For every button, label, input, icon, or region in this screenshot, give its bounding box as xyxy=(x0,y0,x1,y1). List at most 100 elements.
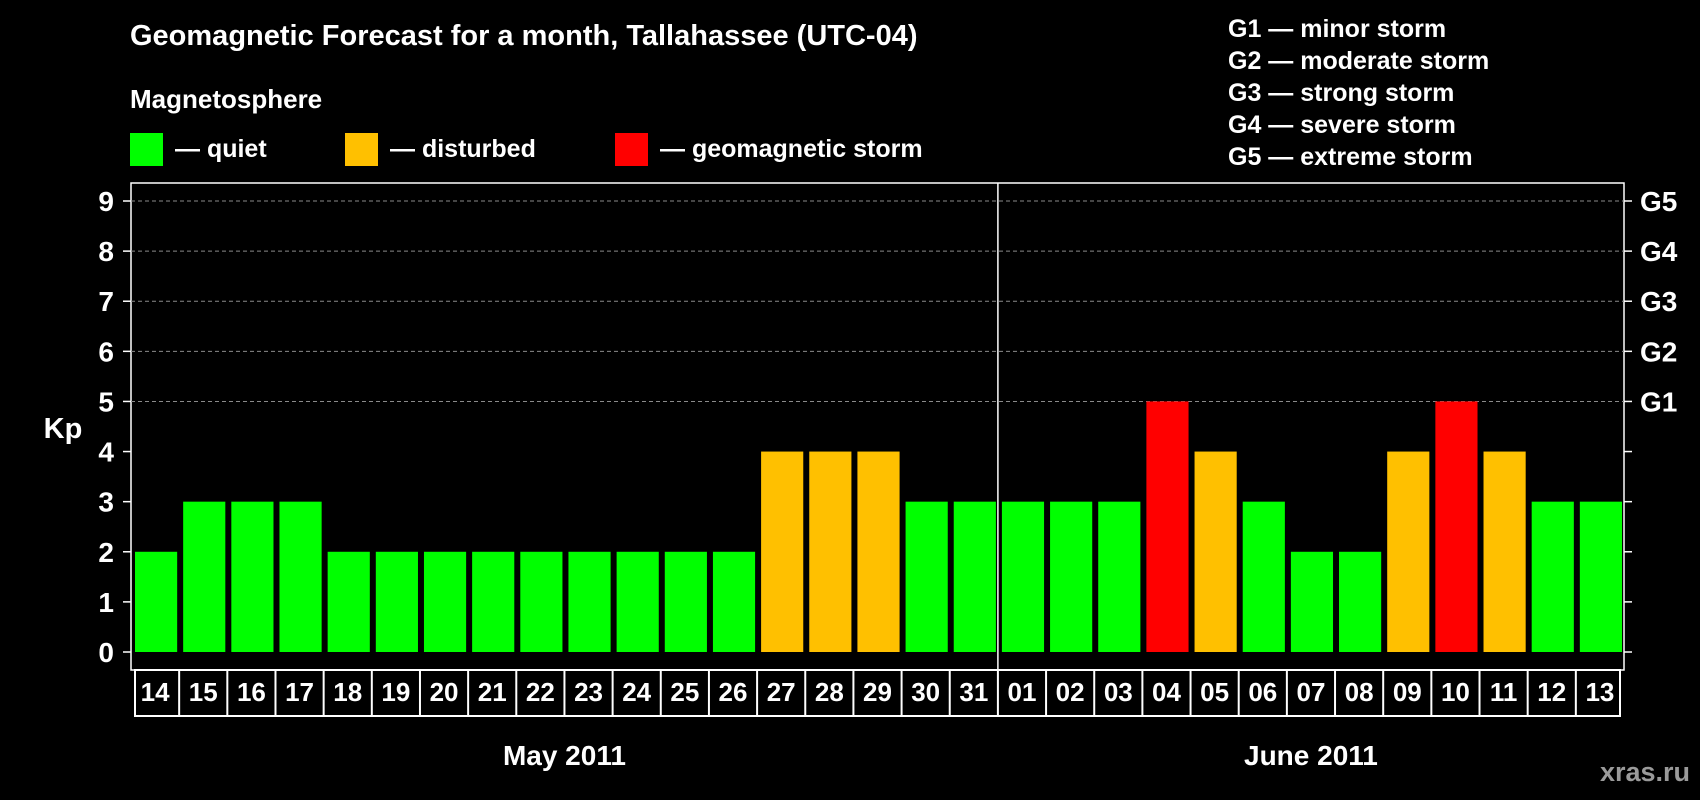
g-tick-label: G5 xyxy=(1640,186,1677,217)
x-tick-label: 04 xyxy=(1152,677,1181,707)
x-tick-label: 21 xyxy=(478,677,507,707)
g-tick-label: G3 xyxy=(1640,286,1677,317)
bar-01 xyxy=(1001,501,1045,652)
bar-30 xyxy=(905,501,948,652)
month-label: May 2011 xyxy=(503,740,626,771)
y-tick-label: 3 xyxy=(98,487,114,518)
x-tick-label: 13 xyxy=(1585,677,1614,707)
bar-04 xyxy=(1146,401,1189,652)
y-tick-label: 7 xyxy=(98,286,114,317)
bar-22 xyxy=(520,551,563,652)
x-tick-label: 11 xyxy=(1490,677,1518,707)
bar-26 xyxy=(712,551,756,652)
x-tick-label: 31 xyxy=(959,677,988,707)
x-tick-label: 26 xyxy=(719,677,748,707)
bar-23 xyxy=(568,551,611,652)
bar-08 xyxy=(1339,551,1382,652)
x-tick-label: 28 xyxy=(815,677,844,707)
g-scale-legend: G1 — minor storm G2 — moderate storm G3 … xyxy=(1228,13,1489,173)
x-tick-label: 05 xyxy=(1200,677,1229,707)
bar-11 xyxy=(1483,451,1526,652)
x-tick-label: 19 xyxy=(381,677,410,707)
g-legend-g5: G5 — extreme storm xyxy=(1228,143,1473,171)
x-tick-label: 27 xyxy=(767,677,796,707)
g-legend-g2: G2 — moderate storm xyxy=(1228,47,1490,75)
legend-label-storm: — geomagnetic storm xyxy=(660,135,923,163)
g-legend-g1: G1 — minor storm xyxy=(1228,15,1447,43)
y-tick-label: 4 xyxy=(98,437,114,468)
y-axis-label: Kp xyxy=(44,413,83,445)
legend-item-disturbed: — disturbed xyxy=(345,133,536,166)
legend-item-quiet: — quiet xyxy=(130,133,267,166)
bar-07 xyxy=(1290,551,1334,652)
y-tick-label: 2 xyxy=(98,537,114,568)
y-tick-label: 1 xyxy=(98,587,114,618)
legend-item-storm: — geomagnetic storm xyxy=(615,133,923,166)
bar-14 xyxy=(135,551,178,652)
bar-31 xyxy=(953,501,996,652)
x-tick-label: 23 xyxy=(574,677,603,707)
legend-swatch-quiet xyxy=(130,133,163,166)
legend-subtitle: Magnetosphere xyxy=(130,84,323,114)
legend-label-quiet: — quiet xyxy=(175,135,267,163)
g-legend-g4: G4 — severe storm xyxy=(1228,111,1456,139)
bar-09 xyxy=(1387,451,1430,652)
x-tick-label: 17 xyxy=(285,677,314,707)
x-tick-label: 06 xyxy=(1248,677,1277,707)
x-tick-label: 03 xyxy=(1104,677,1133,707)
g-tick-label: G2 xyxy=(1640,336,1677,367)
bar-15 xyxy=(183,501,226,652)
x-tick-label: 20 xyxy=(430,677,459,707)
month-label: June 2011 xyxy=(1244,740,1378,771)
bar-17 xyxy=(279,501,322,652)
g-tick-label: G4 xyxy=(1640,236,1678,267)
x-tick-label: 15 xyxy=(189,677,218,707)
x-tick-label: 09 xyxy=(1393,677,1422,707)
y-tick-label: 9 xyxy=(98,186,114,217)
bar-24 xyxy=(616,551,659,652)
x-tick-label: 10 xyxy=(1441,677,1470,707)
legend-swatch-disturbed xyxy=(345,133,378,166)
bar-29 xyxy=(857,451,900,652)
y-tick-label: 6 xyxy=(98,336,114,367)
bar-20 xyxy=(423,551,467,652)
legend-swatch-storm xyxy=(615,133,648,166)
bar-21 xyxy=(472,551,515,652)
bar-10 xyxy=(1435,401,1478,652)
x-tick-label: 22 xyxy=(526,677,555,707)
x-tick-label: 16 xyxy=(237,677,266,707)
x-tick-label: 14 xyxy=(141,677,170,707)
x-tick-label: 29 xyxy=(863,677,892,707)
bar-02 xyxy=(1050,501,1093,652)
x-tick-label: 07 xyxy=(1296,677,1325,707)
x-tick-label: 12 xyxy=(1537,677,1566,707)
bar-13 xyxy=(1579,501,1622,652)
bar-19 xyxy=(375,551,418,652)
x-label-frame xyxy=(134,669,1621,717)
bar-18 xyxy=(327,551,370,652)
bar-16 xyxy=(231,501,274,652)
x-tick-label: 18 xyxy=(333,677,362,707)
bar-03 xyxy=(1098,501,1141,652)
bar-27 xyxy=(761,451,804,652)
bar-06 xyxy=(1242,501,1285,652)
x-tick-label: 01 xyxy=(1008,677,1037,707)
bar-25 xyxy=(664,551,707,652)
bar-12 xyxy=(1531,501,1574,652)
x-tick-label: 02 xyxy=(1056,677,1085,707)
g-legend-g3: G3 — strong storm xyxy=(1228,79,1455,107)
legend-label-disturbed: — disturbed xyxy=(390,135,536,163)
bar-28 xyxy=(809,451,852,652)
x-tick-label: 25 xyxy=(670,677,699,707)
y-tick-label: 8 xyxy=(98,236,114,267)
g-tick-label: G1 xyxy=(1640,386,1677,417)
y-tick-label: 0 xyxy=(98,637,114,668)
x-tick-label: 08 xyxy=(1345,677,1374,707)
watermark: xras.ru xyxy=(1599,757,1690,787)
x-tick-label: 30 xyxy=(911,677,940,707)
page-title: Geomagnetic Forecast for a month, Tallah… xyxy=(130,20,918,52)
x-tick-label: 24 xyxy=(622,677,651,707)
y-tick-label: 5 xyxy=(98,386,114,417)
bar-05 xyxy=(1194,451,1237,652)
